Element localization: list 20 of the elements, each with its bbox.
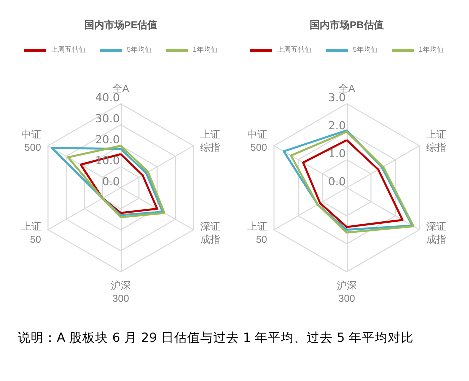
spoke-label: 中证500 <box>21 129 42 154</box>
y-tick-label: 0.0 <box>102 176 120 188</box>
spoke-label: 沪深300 <box>337 280 357 305</box>
y-tick-label: 2.0 <box>328 120 346 132</box>
y-tick-label: 1.0 <box>328 148 346 160</box>
chart-title: 国内市场PB估值 <box>310 20 384 32</box>
y-tick-label: 10.0 <box>96 154 120 168</box>
spoke-label: 上证综指 <box>426 129 447 154</box>
spoke-label: 深证成指 <box>426 221 447 246</box>
spoke-label: 沪深300 <box>111 280 131 305</box>
spoke-label: 深证成指 <box>200 221 221 246</box>
text: 说明：A 股板块 6 月 29 日估值与过去 1 年平均、过去 5 年平均对比 <box>17 329 416 347</box>
spoke-label: 上证50 <box>21 221 42 246</box>
spoke-label: 中证500 <box>247 129 268 154</box>
y-tick-label: 30.0 <box>96 112 120 126</box>
chart-title: 国内市场PE估值 <box>84 20 158 32</box>
spoke-label: 上证50 <box>247 221 268 246</box>
y-tick-label: 0.0 <box>328 176 346 188</box>
spoke-label: 上证综指 <box>200 129 221 154</box>
y-tick-label: 20.0 <box>96 134 120 146</box>
